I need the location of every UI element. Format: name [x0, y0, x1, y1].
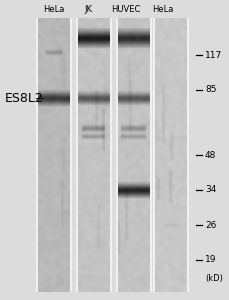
Text: (kD): (kD) [205, 274, 223, 283]
Text: 117: 117 [205, 50, 222, 59]
Text: JK: JK [84, 5, 92, 14]
Text: HeLa: HeLa [152, 5, 174, 14]
Text: 19: 19 [205, 256, 216, 265]
Text: HeLa: HeLa [43, 5, 65, 14]
Text: 48: 48 [205, 151, 216, 160]
Text: ES8L2: ES8L2 [5, 92, 44, 104]
Text: --: -- [33, 93, 45, 103]
Text: 85: 85 [205, 85, 216, 94]
Text: 26: 26 [205, 220, 216, 230]
Text: HUVEC: HUVEC [111, 5, 141, 14]
Text: 34: 34 [205, 185, 216, 194]
